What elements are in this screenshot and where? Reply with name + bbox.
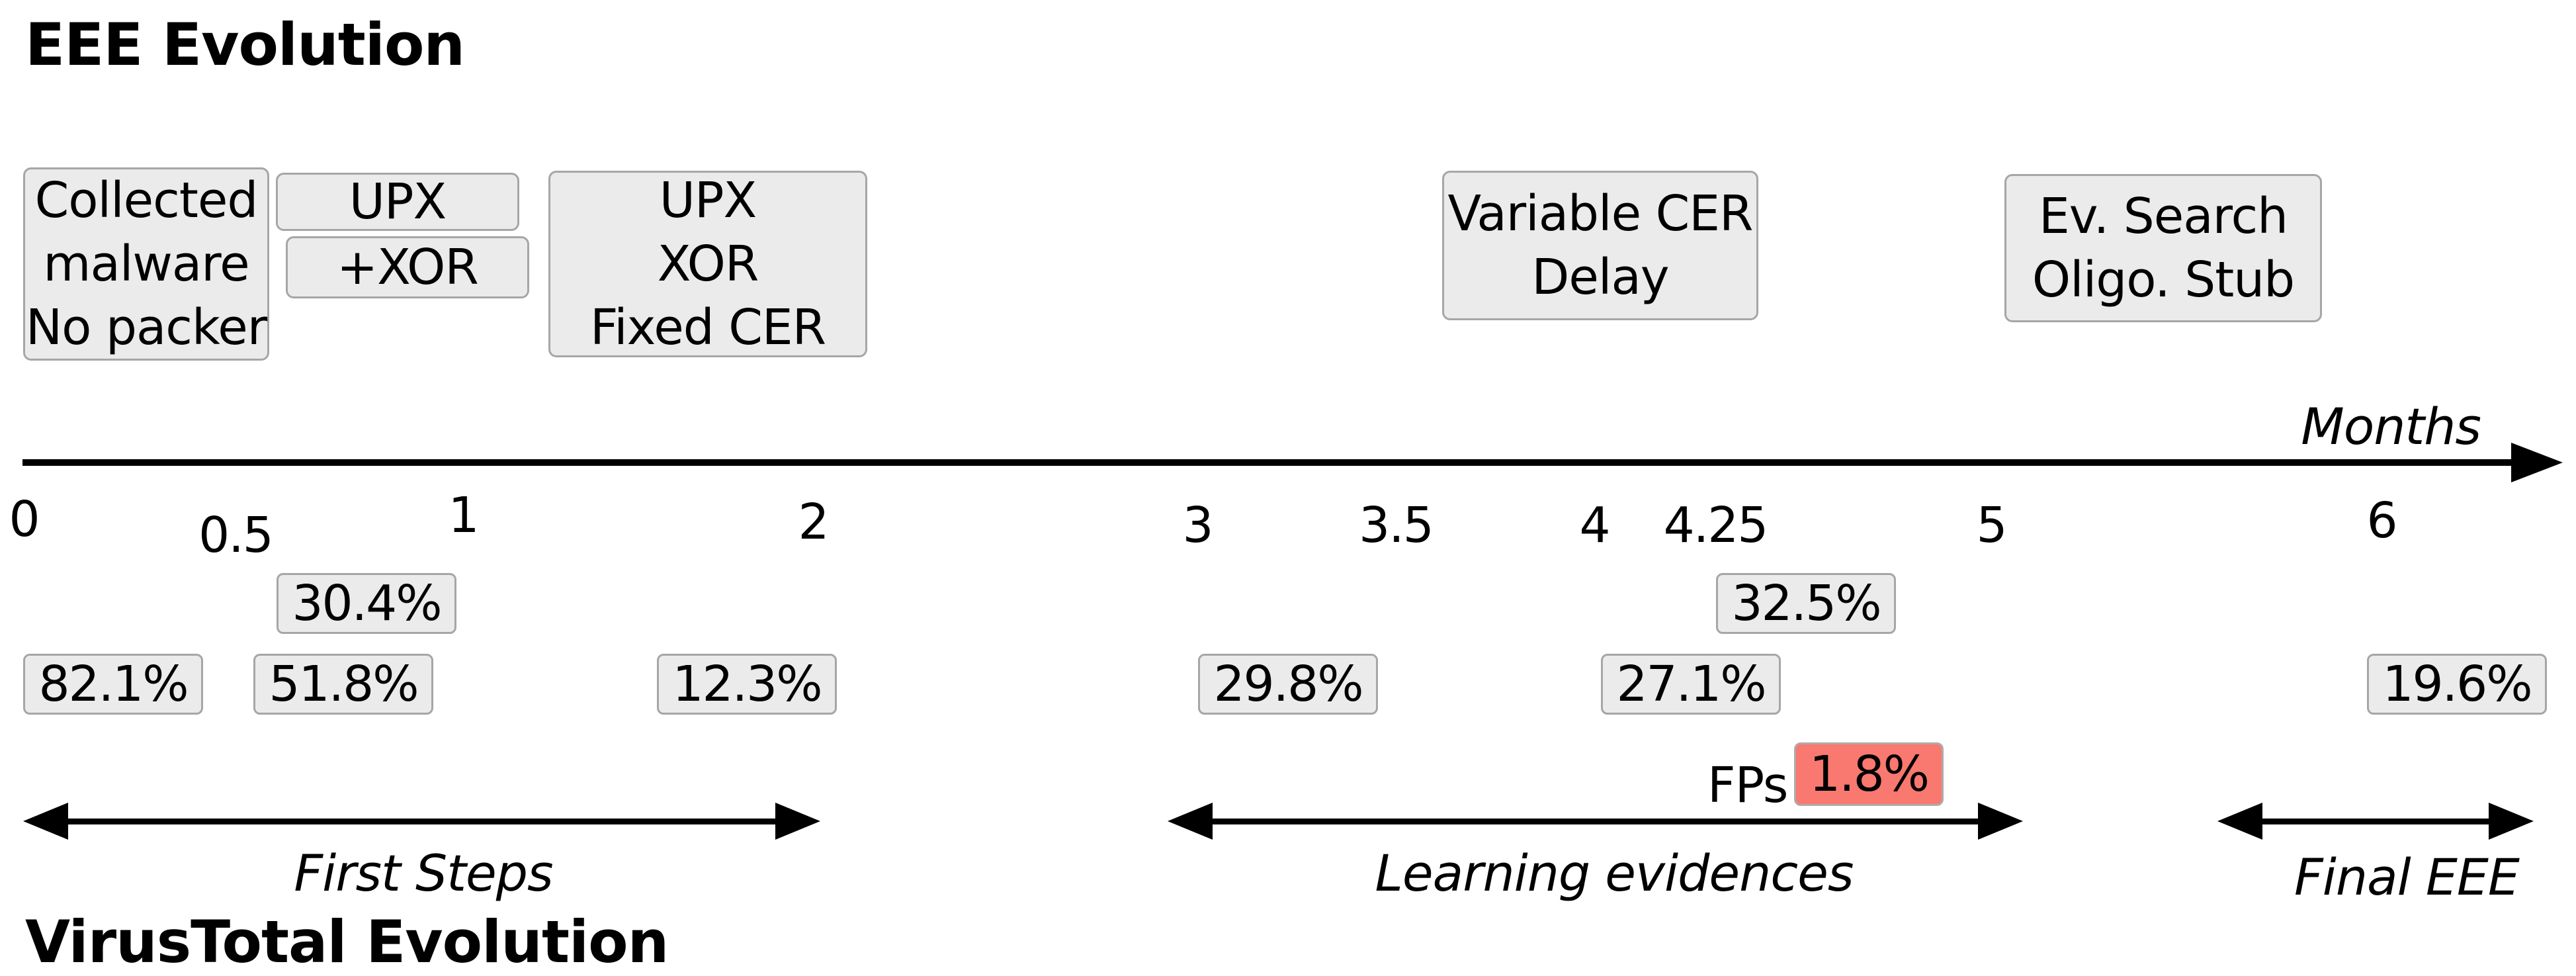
stage-line: Variable CER xyxy=(1447,185,1754,242)
learning-evidences-arrow xyxy=(1168,802,2023,840)
arrowhead-left-icon xyxy=(1168,803,1213,840)
stage-box-upx-xor-fixed-cer: UPX XOR Fixed CER xyxy=(548,171,867,357)
tick-label-5: 5 xyxy=(1976,497,2007,554)
stage-line: No packer xyxy=(25,299,267,356)
stage-line: UPX xyxy=(349,173,447,230)
stage-box-variable-cer-delay: Variable CER Delay xyxy=(1442,171,1758,320)
stage-box-plus-xor: +XOR xyxy=(286,236,529,298)
arrow-line xyxy=(1213,818,1978,824)
tick-label-4: 4 xyxy=(1579,497,1610,554)
tick-label-3: 3 xyxy=(1182,497,1213,554)
stage-line: XOR xyxy=(657,236,759,292)
fps-rate-badge: 1.8% xyxy=(1794,742,1944,806)
stage-line: Delay xyxy=(1531,249,1669,306)
axis-line xyxy=(22,459,2512,466)
rate-badge: 51.8% xyxy=(253,654,433,715)
first-steps-arrow xyxy=(23,802,820,840)
tick-label-3-5: 3.5 xyxy=(1359,497,1434,554)
axis-arrowhead-icon xyxy=(2511,443,2563,482)
rate-badge: 82.1% xyxy=(23,654,203,715)
rate-badge: 27.1% xyxy=(1601,654,1781,715)
stage-box-upx: UPX xyxy=(276,173,519,231)
axis-unit-label: Months xyxy=(2301,397,2481,456)
final-eee-arrow xyxy=(2217,802,2534,840)
stage-line: Collected xyxy=(34,172,259,229)
rate-badge: 29.8% xyxy=(1198,654,1378,715)
tick-label-0: 0 xyxy=(9,491,40,548)
stage-line: UPX xyxy=(659,172,757,229)
rate-badge: 32.5% xyxy=(1716,573,1896,634)
tick-label-4-25: 4.25 xyxy=(1663,497,1769,554)
rate-badge: 19.6% xyxy=(2367,654,2547,715)
stage-line: Ev. Search xyxy=(2038,188,2288,245)
rate-badge: 30.4% xyxy=(277,573,456,634)
phase-label-first-steps: First Steps xyxy=(294,844,553,903)
tick-label-0-5: 0.5 xyxy=(198,507,274,564)
phase-label-final-eee: Final EEE xyxy=(2294,848,2520,907)
tick-label-2: 2 xyxy=(798,494,829,551)
arrowhead-right-icon xyxy=(2489,803,2534,840)
phase-label-learning-evidences: Learning evidences xyxy=(1375,844,1854,903)
tick-label-1: 1 xyxy=(448,487,479,544)
arrowhead-left-icon xyxy=(23,803,68,840)
stage-line: malware xyxy=(43,236,249,292)
arrowhead-right-icon xyxy=(1978,803,2023,840)
arrow-line xyxy=(68,818,775,824)
stage-box-ev-search-oligo-stub: Ev. Search Oligo. Stub xyxy=(2004,174,2322,322)
page-title: EEE Evolution xyxy=(25,11,465,79)
fps-label: FPs xyxy=(1707,757,1788,814)
arrowhead-left-icon xyxy=(2217,803,2262,840)
stage-line: +XOR xyxy=(337,239,479,296)
tick-label-6: 6 xyxy=(2366,492,2397,549)
arrowhead-right-icon xyxy=(775,803,820,840)
arrow-line xyxy=(2262,818,2489,824)
stage-box-collected-malware: Collected malware No packer xyxy=(23,167,269,361)
rate-badge: 12.3% xyxy=(657,654,837,715)
footer-title: VirusTotal Evolution xyxy=(25,908,669,976)
stage-line: Oligo. Stub xyxy=(2032,251,2295,308)
stage-line: Fixed CER xyxy=(589,299,826,356)
